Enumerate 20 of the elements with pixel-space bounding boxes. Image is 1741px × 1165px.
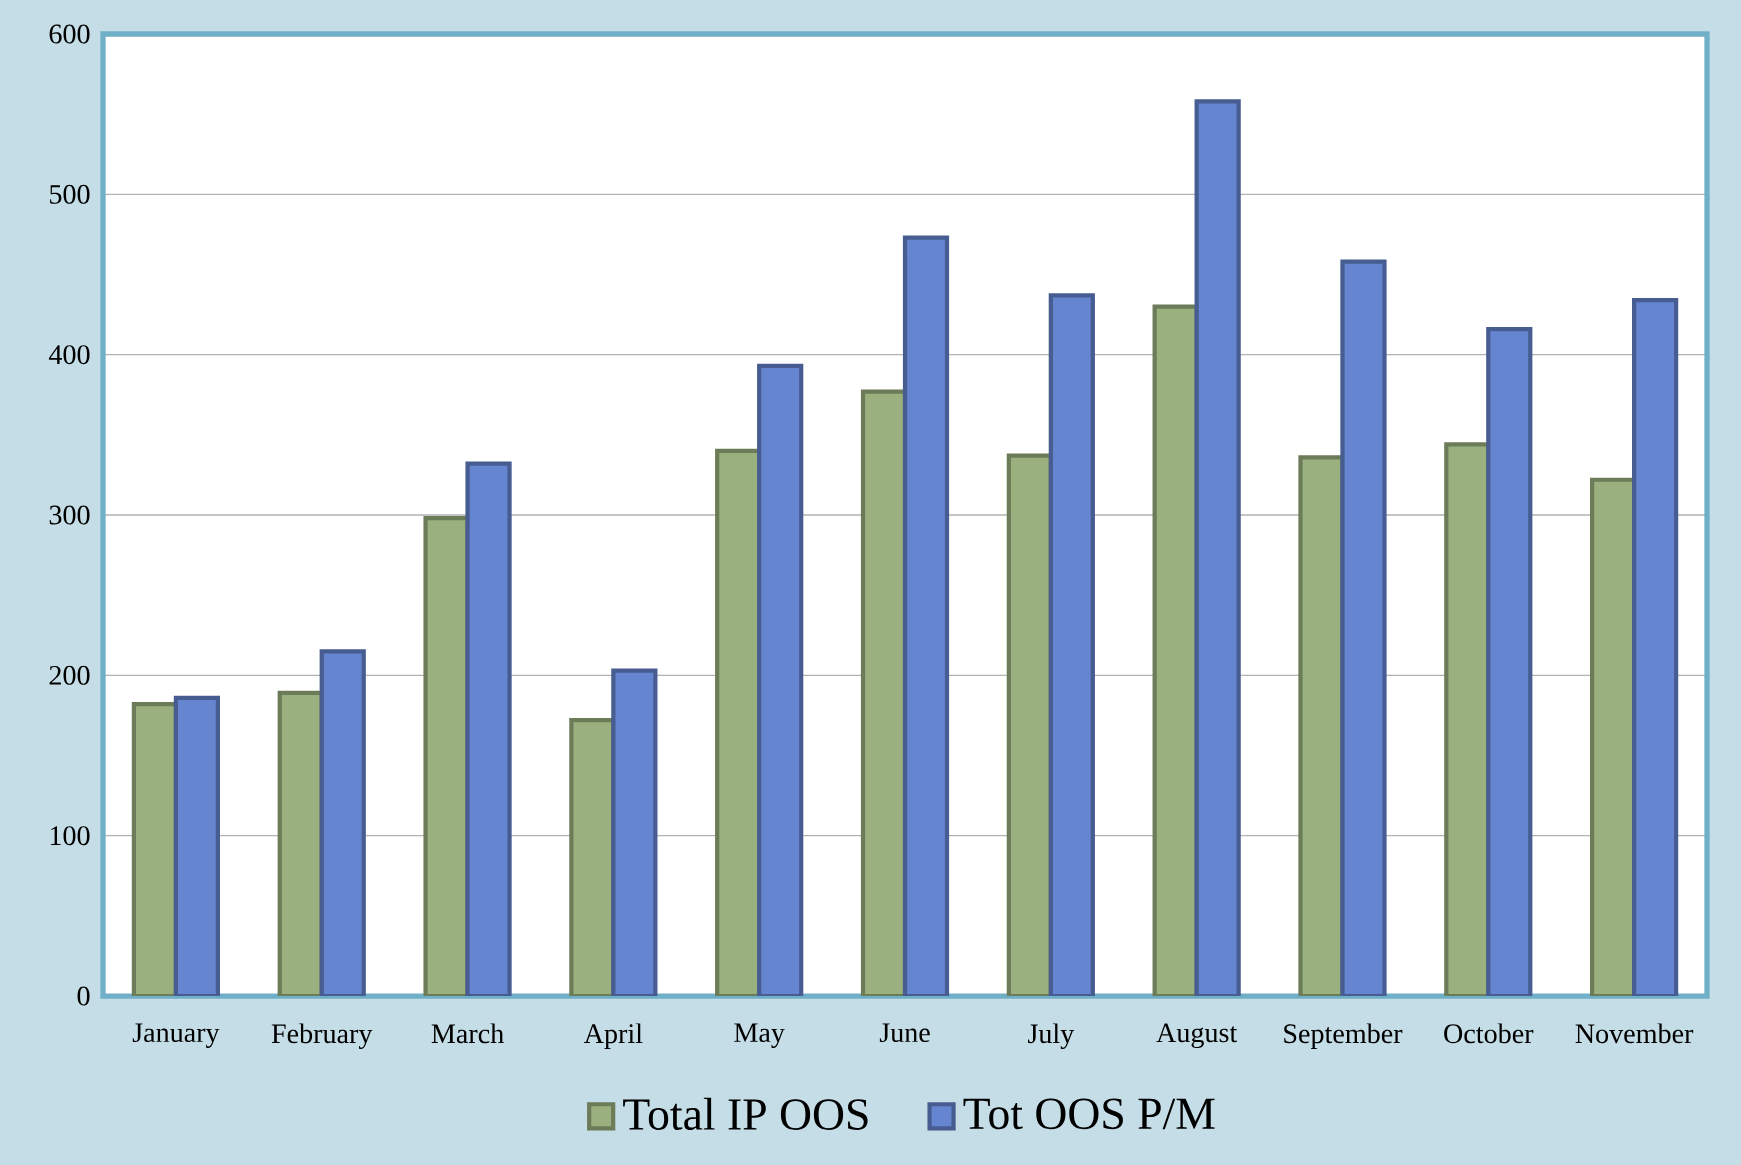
x-tick-label: November	[1575, 1023, 1694, 1044]
legend-label: Total IP OOS	[623, 1097, 868, 1130]
x-tick-label: August	[1156, 1023, 1238, 1049]
y-tick-label: 300	[49, 505, 90, 525]
y-tick-label: 0	[77, 986, 90, 1006]
x-tick-label: June	[879, 1023, 930, 1043]
y-tick-label: 600	[49, 24, 90, 44]
x-tick-label: July	[1028, 1023, 1075, 1049]
x-tick-label: October	[1444, 1023, 1534, 1044]
y-tick-label: 500	[50, 184, 90, 204]
x-tick-label: April	[583, 1023, 643, 1049]
x-tick-label: January	[132, 1023, 220, 1048]
y-tick-label: 400	[48, 345, 90, 365]
x-tick-label: May	[734, 1023, 785, 1048]
y-tick-label: 100	[50, 826, 90, 846]
x-tick-label: February	[271, 1023, 373, 1049]
x-tick-label: March	[431, 1023, 504, 1044]
x-tick-label: September	[1284, 1023, 1403, 1049]
y-tick-label: 200	[49, 665, 90, 685]
legend-label: Tot OOS P/M	[963, 1098, 1215, 1130]
